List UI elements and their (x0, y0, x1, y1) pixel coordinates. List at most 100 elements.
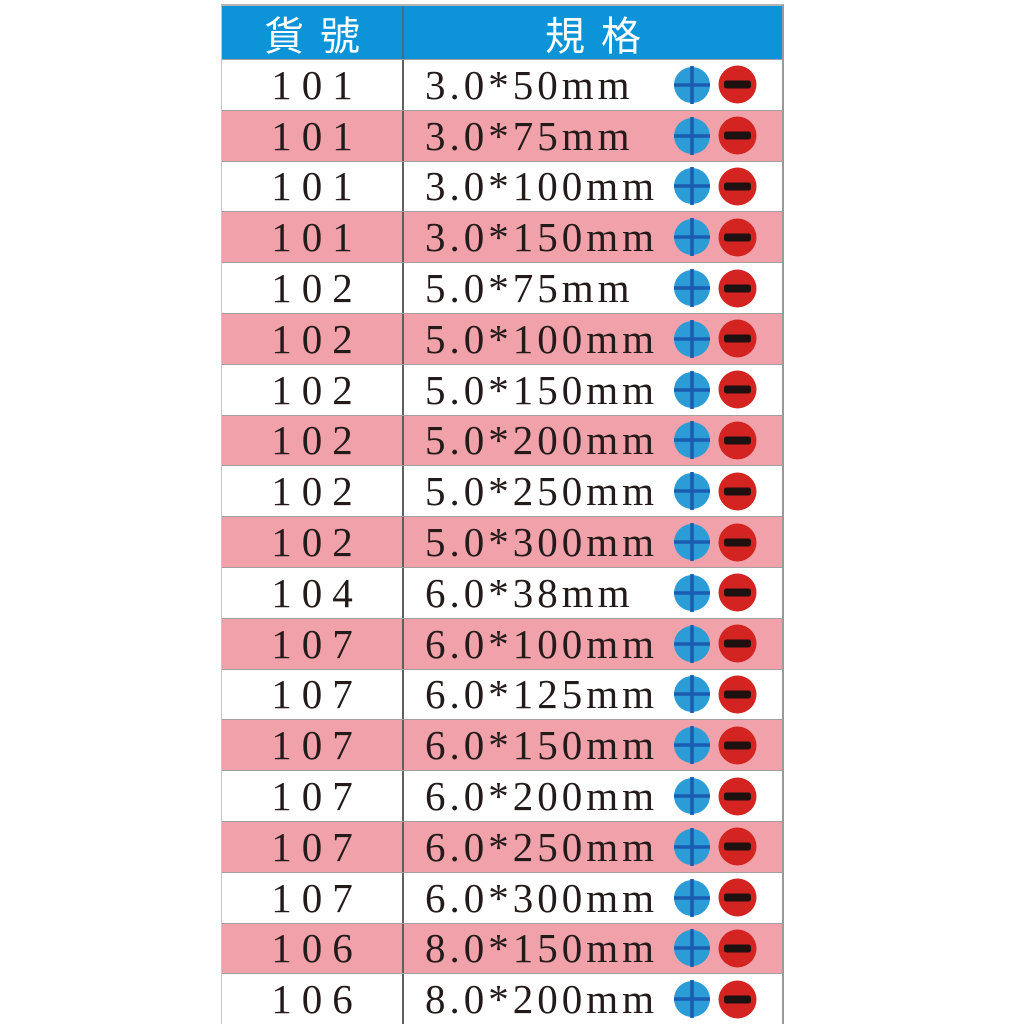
specification-text: 6.0*100mm (425, 620, 659, 667)
phillips-plus-icon (674, 116, 710, 155)
item-code-cell: 107 (222, 720, 404, 771)
item-code-cell: 107 (222, 618, 404, 669)
phillips-plus-icon (674, 472, 710, 511)
specification-text: 6.0*125mm (425, 671, 659, 718)
specification-cell: 6.0*125mm (404, 670, 782, 720)
phillips-plus-icon (674, 726, 710, 765)
specification-text: 3.0*150mm (425, 214, 659, 261)
phillips-plus-icon (674, 421, 710, 460)
slotted-minus-icon (718, 167, 757, 206)
specification-cell: 5.0*150mm (404, 365, 782, 415)
phillips-plus-icon (674, 777, 710, 816)
item-code-cell: 104 (222, 567, 404, 618)
specification-text: 5.0*200mm (425, 417, 659, 464)
tip-type-icons (673, 416, 757, 466)
specification-cell: 8.0*200mm (404, 974, 782, 1024)
item-code-cell: 102 (222, 313, 404, 364)
specification-text: 3.0*75mm (425, 112, 634, 159)
item-code-cell: 102 (222, 415, 404, 466)
item-code-cell: 107 (222, 821, 404, 872)
slotted-minus-icon (718, 218, 757, 257)
slotted-minus-icon (718, 472, 757, 511)
table-row: 107 6.0*150mm (222, 719, 782, 771)
table-header-row: 貨號 規格 (222, 6, 782, 59)
specification-text: 8.0*150mm (425, 925, 659, 972)
specification-cell: 8.0*150mm (404, 924, 782, 974)
specification-cell: 3.0*100mm (404, 162, 782, 212)
phillips-plus-icon (674, 929, 710, 968)
specification-cell: 3.0*75mm (404, 111, 782, 161)
slotted-minus-icon (718, 573, 757, 612)
table-row: 102 5.0*250mm (222, 465, 782, 517)
specification-text: 3.0*100mm (425, 163, 659, 210)
item-code-cell: 101 (222, 110, 404, 161)
slotted-minus-icon (718, 929, 757, 968)
table-row: 106 8.0*150mm (222, 922, 782, 974)
slotted-minus-icon (718, 421, 757, 460)
slotted-minus-icon (718, 827, 757, 866)
table-row: 106 8.0*200mm (222, 973, 782, 1024)
table-row: 101 3.0*150mm (222, 211, 782, 263)
table-row: 102 5.0*75mm (222, 262, 782, 313)
slotted-minus-icon (718, 878, 757, 917)
phillips-plus-icon (674, 65, 710, 104)
slotted-minus-icon (718, 726, 757, 765)
table-row: 101 3.0*75mm (222, 109, 782, 161)
table-body: 101 3.0*50mm 101 3.0*75mm 101 3.0*100mm 101… (222, 59, 782, 1024)
item-code-cell: 106 (222, 974, 404, 1024)
tip-type-icons (673, 670, 757, 720)
item-code-cell: 107 (222, 872, 404, 923)
item-code-cell: 101 (222, 212, 404, 263)
tip-type-icons (673, 619, 757, 669)
item-code-cell: 102 (222, 263, 404, 313)
specification-text: 5.0*300mm (425, 519, 659, 566)
tip-type-icons (673, 466, 757, 516)
slotted-minus-icon (718, 675, 757, 714)
item-code-cell: 101 (222, 60, 404, 110)
specification-text: 6.0*250mm (425, 823, 659, 870)
table-row: 101 3.0*50mm (222, 59, 782, 110)
slotted-minus-icon (718, 980, 757, 1019)
phillips-plus-icon (674, 167, 710, 206)
specification-cell: 6.0*38mm (404, 568, 782, 618)
tip-type-icons (673, 822, 757, 872)
specification-cell: 5.0*200mm (404, 416, 782, 466)
specification-cell: 6.0*200mm (404, 771, 782, 821)
specification-text: 6.0*38mm (425, 569, 634, 616)
tip-type-icons (673, 974, 757, 1024)
table-row: 104 6.0*38mm (222, 566, 782, 618)
phillips-plus-icon (674, 624, 710, 663)
item-code-cell: 102 (222, 364, 404, 415)
table-row: 102 5.0*200mm (222, 414, 782, 466)
tip-type-icons (673, 365, 757, 415)
specification-cell: 5.0*100mm (404, 314, 782, 364)
specification-text: 5.0*250mm (425, 468, 659, 515)
slotted-minus-icon (718, 370, 757, 409)
phillips-plus-icon (674, 523, 710, 562)
phillips-plus-icon (674, 878, 710, 917)
phillips-plus-icon (674, 269, 710, 308)
phillips-plus-icon (674, 218, 710, 257)
column-header-item-code: 貨號 (222, 6, 404, 59)
tip-type-icons (673, 212, 757, 262)
item-code-cell: 102 (222, 517, 404, 567)
specification-text: 6.0*150mm (425, 722, 659, 769)
phillips-plus-icon (674, 319, 710, 358)
tip-type-icons (673, 263, 757, 313)
specification-cell: 5.0*300mm (404, 517, 782, 567)
specification-text: 5.0*150mm (425, 366, 659, 413)
specification-text: 5.0*75mm (425, 265, 634, 312)
specification-cell: 3.0*150mm (404, 212, 782, 262)
specification-cell: 6.0*300mm (404, 873, 782, 923)
item-code-cell: 107 (222, 771, 404, 821)
phillips-plus-icon (674, 827, 710, 866)
item-code-cell: 106 (222, 923, 404, 974)
spec-table: 貨號 規格 101 3.0*50mm 101 3.0*75mm 101 3.0*100… (221, 4, 784, 1024)
table-row: 102 5.0*100mm (222, 312, 782, 364)
slotted-minus-icon (718, 65, 757, 104)
tip-type-icons (673, 162, 757, 212)
specification-cell: 5.0*75mm (404, 263, 782, 313)
tip-type-icons (673, 314, 757, 364)
table-row: 102 5.0*300mm (222, 516, 782, 567)
specification-cell: 6.0*150mm (404, 720, 782, 770)
